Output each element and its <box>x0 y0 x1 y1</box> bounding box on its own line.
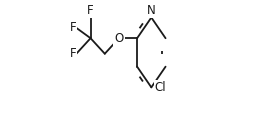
Text: F: F <box>70 21 76 34</box>
Text: F: F <box>87 4 94 17</box>
Text: O: O <box>114 32 124 45</box>
Text: Cl: Cl <box>154 81 166 94</box>
Text: F: F <box>70 47 76 60</box>
Text: N: N <box>147 4 156 17</box>
